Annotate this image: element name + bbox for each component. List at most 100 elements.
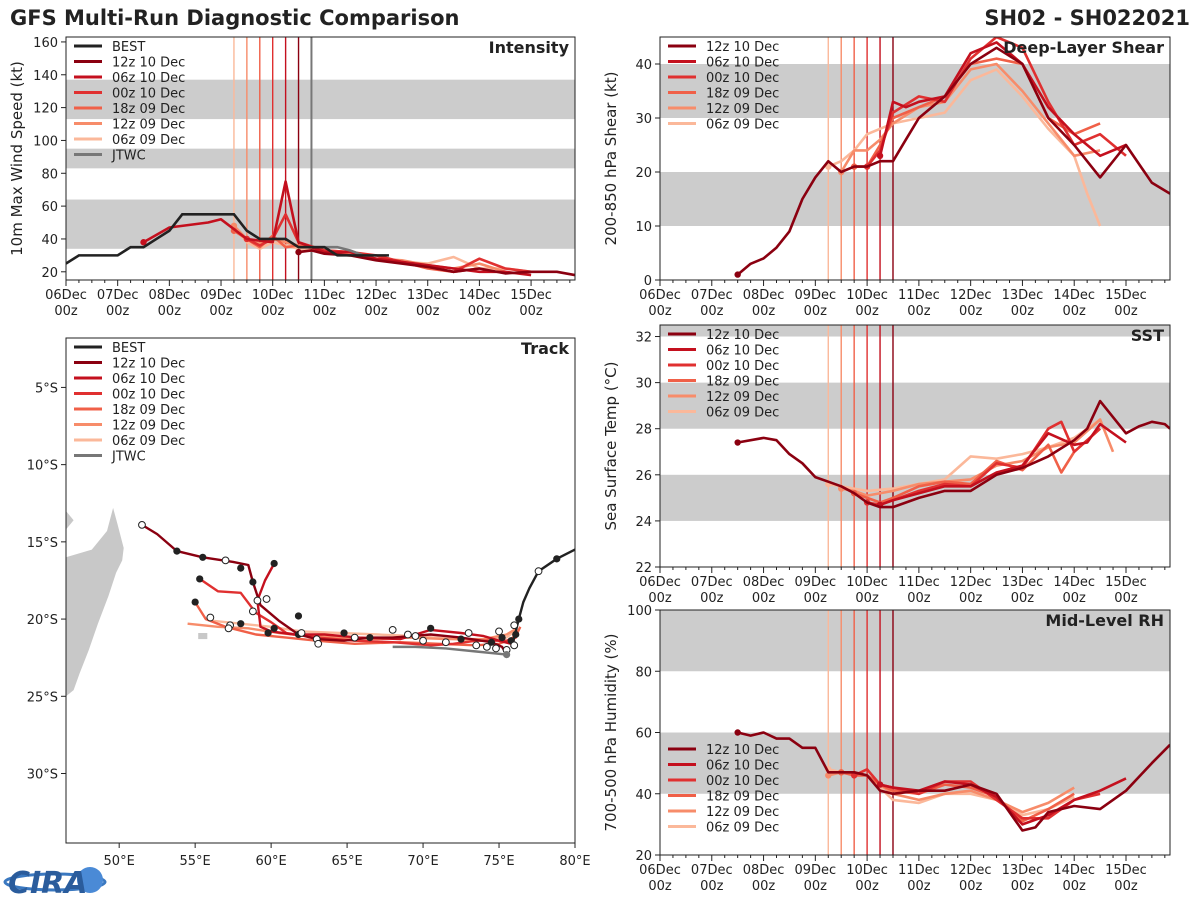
- intensity-xtick-date-08dec: 08Dec: [148, 288, 190, 303]
- rh-xtick-date-07dec: 07Dec: [691, 863, 733, 878]
- shear-ytick-label-30: 30: [635, 112, 652, 127]
- shear-band-0: [660, 172, 1170, 226]
- sst-series-12z-09-dec: [840, 418, 1115, 497]
- track-point-12z-14: [411, 632, 420, 640]
- intensity-ytick-label-120: 120: [33, 102, 58, 117]
- shear-xtick-hour-14dec: 00z: [1063, 304, 1087, 319]
- sst-xtick-date-09dec: 09Dec: [794, 575, 836, 590]
- track-point-00z-2: [196, 575, 204, 583]
- shear-legend-label-06z-10-dec: 06z 10 Dec: [706, 56, 779, 71]
- rh-xtick-hour-06dec: 00z: [648, 879, 672, 894]
- track-land-2: [198, 633, 208, 640]
- track-ytick-label-25: 25°S: [27, 690, 58, 705]
- track-point-00z-12: [340, 629, 348, 637]
- track-legend-label-18z-09-dec: 18z 09 Dec: [112, 403, 185, 418]
- sst-xtick-hour-14dec: 00z: [1063, 591, 1087, 606]
- rh-legend-label-06z-09-dec: 06z 09 Dec: [706, 821, 779, 836]
- sst-band-1: [660, 382, 1170, 429]
- sst-xtick-hour-15dec: 00z: [1114, 591, 1138, 606]
- shear-xtick-hour-11dec: 00z: [907, 304, 931, 319]
- shear-xtick-hour-08dec: 00z: [752, 304, 776, 319]
- track-point-12z-15: [419, 636, 427, 645]
- intensity-legend-label-12z-09-dec: 12z 09 Dec: [112, 118, 185, 133]
- sst-legend-label-06z-10-dec: 06z 10 Dec: [706, 344, 779, 359]
- intensity-xtick-date-13dec: 13Dec: [407, 288, 449, 303]
- intensity-xtick-date-09dec: 09Dec: [200, 288, 242, 303]
- rh-xtick-hour-10dec: 00z: [855, 879, 879, 894]
- intensity-band-2: [66, 79, 575, 120]
- track-point-12z-19: [482, 642, 491, 651]
- rh-xtick-hour-12dec: 00z: [959, 879, 983, 894]
- rh-start-point-12z-10-dec: [734, 729, 741, 736]
- rh-ylabel: 700-500 hPa Humidity (%): [602, 633, 620, 831]
- track-xtick-label-65: 65°E: [331, 854, 362, 869]
- track-legend-label-00z-10-dec: 00z 10 Dec: [112, 388, 185, 403]
- track-panel-title: Track: [521, 339, 569, 358]
- track-legend-label-12z-10-dec: 12z 10 Dec: [112, 357, 185, 372]
- sst-ytick-label-32: 32: [635, 331, 652, 346]
- track-xtick-label-75: 75°E: [483, 854, 514, 869]
- rh-xtick-hour-14dec: 00z: [1063, 879, 1087, 894]
- track-point-12z-1: [221, 556, 230, 565]
- track-land-1: [66, 511, 74, 530]
- track-xtick-label-70: 70°E: [407, 854, 438, 869]
- sst-xtick-date-08dec: 08Dec: [743, 575, 785, 590]
- shear-xtick-date-07dec: 07Dec: [691, 288, 733, 303]
- track-point-12z-0: [138, 520, 146, 529]
- rh-series-00z-10-dec: [853, 767, 1101, 820]
- track-legend-label-06z-09-dec: 06z 09 Dec: [112, 434, 185, 449]
- intensity-xtick-hour-15dec: 00z: [519, 304, 543, 319]
- rh-series-06z-10-dec: [879, 777, 1127, 826]
- intensity-xtick-hour-10dec: 00z: [261, 304, 285, 319]
- intensity-ytick-label-140: 140: [33, 69, 58, 84]
- logo-globe-icon: [77, 867, 103, 893]
- shear-series-06z-10-dec: [878, 41, 1127, 158]
- rh-start-point-06z-10-dec: [876, 781, 884, 788]
- shear-ytick-label-20: 20: [635, 166, 652, 181]
- track-point-12z-2: [253, 596, 262, 605]
- track-point-12z-24: [510, 641, 519, 650]
- intensity-legend-label-06z-09-dec: 06z 09 Dec: [112, 133, 185, 148]
- intensity-plot-area: [66, 37, 575, 280]
- logo-swoosh: [3, 872, 107, 892]
- track-xtick-label-60: 60°E: [255, 854, 286, 869]
- track-point-12z-7: [224, 624, 233, 633]
- track-legend-label-best: BEST: [112, 341, 145, 356]
- sst-xtick-hour-12dec: 00z: [959, 591, 983, 606]
- track-point-00z-0: [173, 547, 181, 555]
- sst-xtick-hour-10dec: 00z: [855, 591, 879, 606]
- sst-ytick-label-26: 26: [635, 469, 652, 484]
- intensity-xtick-hour-14dec: 00z: [468, 304, 492, 319]
- intensity-series-best: [66, 213, 389, 265]
- track-point-00z-6: [270, 559, 278, 568]
- sst-legend-label-12z-10-dec: 12z 10 Dec: [706, 328, 779, 343]
- intensity-legend-label-best: BEST: [112, 40, 145, 55]
- rh-legend-label-12z-09-dec: 12z 09 Dec: [706, 805, 779, 820]
- track-point-12z-8: [297, 629, 306, 637]
- rh-legend-label-18z-09-dec: 18z 09 Dec: [706, 790, 779, 805]
- shear-xtick-hour-06dec: 00z: [648, 304, 672, 319]
- rh-start-point-12z-09-dec: [825, 772, 832, 779]
- shear-xtick-hour-09dec: 00z: [804, 304, 828, 319]
- track-point-00z-20: [515, 615, 523, 623]
- sst-panel-title: SST: [1131, 326, 1164, 345]
- sst-plot-area: [660, 325, 1170, 567]
- track-point-12z-5: [206, 613, 215, 622]
- rh-band-0: [660, 732, 1170, 794]
- intensity-ytick-label-40: 40: [41, 233, 58, 248]
- shear-panel-title: Deep-Layer Shear: [1003, 38, 1164, 57]
- rh-xtick-hour-08dec: 00z: [752, 879, 776, 894]
- track-point-12z-11: [350, 633, 359, 642]
- rh-xtick-hour-13dec: 00z: [1011, 879, 1035, 894]
- sst-xtick-hour-08dec: 00z: [752, 591, 776, 606]
- intensity-xtick-date-07dec: 07Dec: [97, 288, 139, 303]
- track-ytick-label-30: 30°S: [27, 768, 58, 783]
- shear-legend-label-12z-10-dec: 12z 10 Dec: [706, 40, 779, 55]
- sst-band-0: [660, 474, 1170, 521]
- sst-xtick-hour-06dec: 00z: [648, 591, 672, 606]
- shear-ytick-label-10: 10: [635, 220, 652, 235]
